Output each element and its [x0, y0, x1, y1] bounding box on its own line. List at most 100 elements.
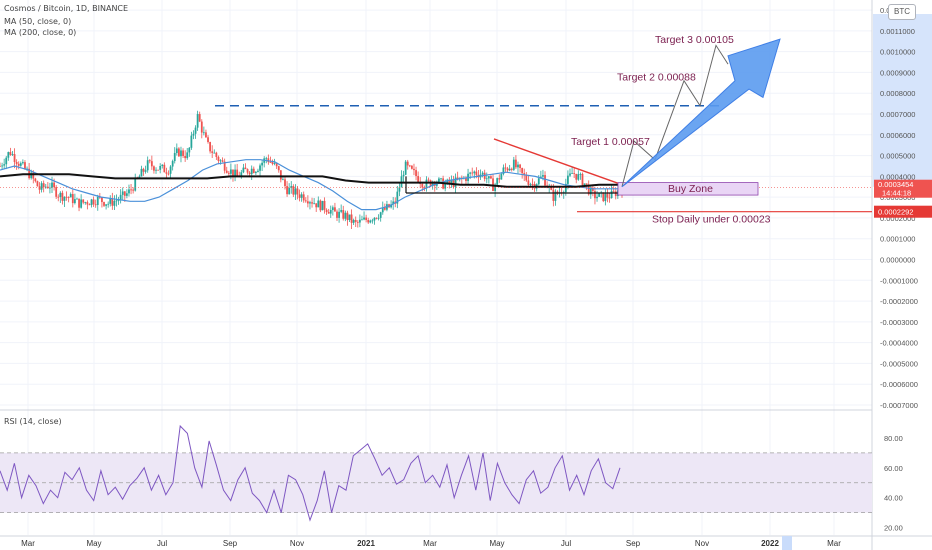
- candle-body: [30, 172, 33, 179]
- bullish-arrow: [621, 38, 781, 188]
- candle-body: [167, 173, 170, 175]
- candle-body: [515, 159, 517, 168]
- bar-countdown: 14:44:18: [882, 189, 911, 198]
- candle-body: [240, 172, 243, 177]
- candle-body: [502, 167, 505, 174]
- candle-body: [63, 196, 66, 201]
- candle-body: [103, 202, 105, 206]
- current-price-value: 0.0003454: [878, 180, 913, 189]
- candle-body: [117, 200, 120, 201]
- candle-body: [146, 160, 149, 171]
- candle-body: [38, 186, 41, 190]
- candle-body: [313, 203, 316, 205]
- price-tick-label: -0.0007000: [880, 401, 918, 410]
- time-tick-label: Jul: [561, 539, 571, 548]
- target-zigzag: [621, 44, 729, 187]
- candle-body: [610, 190, 613, 199]
- candle-body: [612, 190, 615, 192]
- candle-body: [1, 165, 3, 167]
- candle-body: [448, 179, 451, 184]
- candle-body: [190, 135, 193, 148]
- candle-body: [506, 168, 509, 171]
- candle-body: [71, 194, 74, 204]
- price-tick-label: -0.0005000: [880, 359, 918, 368]
- candle-body: [277, 166, 280, 171]
- candle-body: [421, 183, 424, 188]
- candle-body: [119, 194, 122, 201]
- candle-body: [336, 211, 338, 218]
- candle-body: [606, 193, 609, 198]
- candle-body: [275, 163, 278, 167]
- candle-body: [473, 171, 476, 174]
- candle-body: [13, 154, 16, 163]
- candle-body: [78, 198, 80, 208]
- candle-body: [267, 158, 270, 163]
- candle-body: [205, 132, 207, 138]
- currency-button[interactable]: BTC: [888, 4, 916, 20]
- price-tick-label: 0.0011000: [880, 27, 915, 36]
- candle-body: [219, 160, 222, 162]
- price-tick-label: 0.0000000: [880, 256, 915, 265]
- candle-body: [234, 169, 236, 177]
- candle-body: [340, 210, 343, 212]
- price-tick-label: -0.0004000: [880, 339, 918, 348]
- candle-body: [32, 172, 35, 179]
- candle-body: [211, 151, 214, 153]
- candle-body: [321, 200, 324, 211]
- candle-body: [227, 172, 230, 174]
- candle-body: [67, 197, 70, 198]
- candle-body: [209, 142, 212, 152]
- candle-body: [598, 192, 601, 197]
- candle-body: [298, 194, 301, 198]
- candle-body: [88, 204, 91, 206]
- candle-body: [542, 175, 544, 177]
- candle-body: [92, 199, 95, 205]
- candle-body: [34, 178, 37, 182]
- price-tick-label: -0.0001000: [880, 276, 918, 285]
- candle-body: [86, 202, 89, 205]
- candle-body: [544, 175, 546, 186]
- candle-body: [440, 178, 442, 180]
- price-tick-label: 0.0001000: [880, 235, 915, 244]
- candle-body: [404, 161, 407, 175]
- candle-body: [153, 166, 155, 171]
- candle-body: [367, 219, 370, 223]
- candle-body: [596, 196, 598, 199]
- candle-body: [500, 173, 503, 180]
- candle-body: [69, 194, 72, 198]
- candle-body: [379, 212, 382, 218]
- candle-body: [132, 189, 135, 191]
- candle-body: [142, 168, 145, 172]
- candle-body: [604, 193, 607, 202]
- candle-body: [294, 188, 297, 195]
- candle-body: [354, 219, 357, 222]
- candle-body: [225, 170, 228, 173]
- candle-body: [338, 211, 340, 218]
- candle-body: [157, 169, 160, 171]
- descending-trendline: [493, 138, 623, 186]
- candle-body: [296, 188, 299, 195]
- candle-body: [242, 167, 245, 173]
- candle-body: [188, 147, 191, 153]
- candle-body: [11, 154, 14, 155]
- candle-body: [350, 214, 353, 223]
- candle-body: [525, 175, 528, 181]
- candle-body: [150, 161, 153, 167]
- candle-body: [408, 165, 411, 167]
- candle-body: [564, 183, 567, 193]
- candle-body: [123, 191, 126, 196]
- candle-body: [365, 217, 368, 220]
- candle-body: [413, 168, 415, 171]
- ma200-legend: MA (200, close, 0): [4, 28, 77, 37]
- candle-body: [250, 168, 253, 175]
- time-tick-label: Mar: [423, 539, 437, 548]
- candle-body: [55, 187, 58, 197]
- candle-body: [450, 180, 453, 184]
- candle-body: [46, 186, 49, 189]
- candle-body: [567, 175, 569, 184]
- candle-body: [498, 178, 501, 180]
- candle-body: [346, 212, 349, 221]
- candle-body: [552, 189, 555, 201]
- candle-body: [311, 202, 313, 204]
